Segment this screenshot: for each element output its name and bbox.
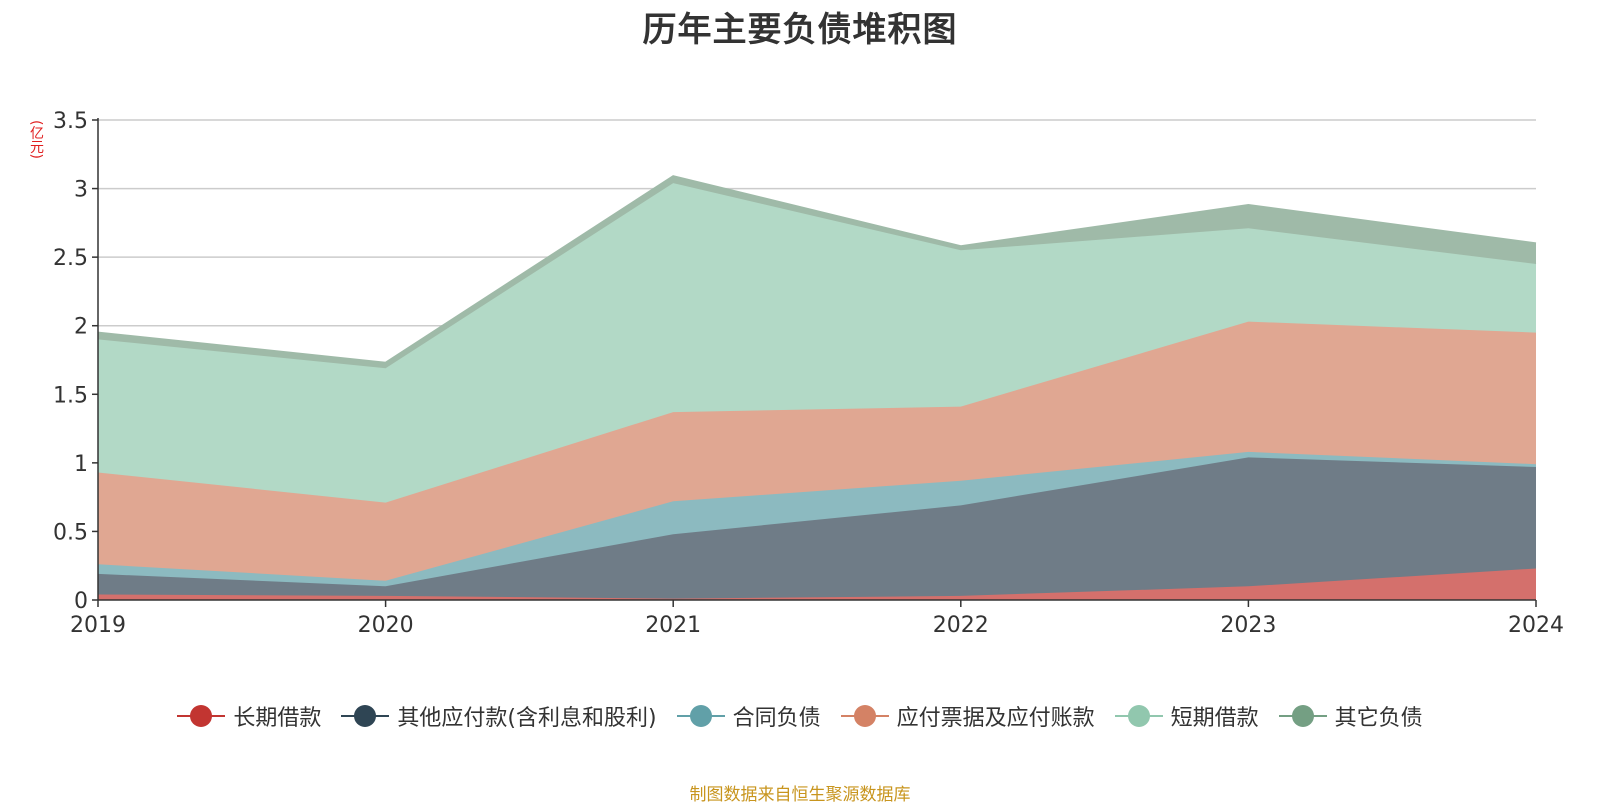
legend-label: 长期借款 (233, 706, 322, 731)
chart-legend: 长期借款 其他应付款(含利息和股利) 合同负债 应付票据及应付账款 短期借款 其它负债 (0, 700, 1600, 732)
area-series-5 (98, 176, 1536, 369)
x-tick-label: 2023 (1220, 613, 1276, 638)
x-tick-label: 2019 (70, 613, 126, 638)
y-tick-label: 3 (74, 178, 88, 203)
area-series-1 (98, 457, 1536, 599)
legend-item[interactable]: 短期借款 (1114, 700, 1259, 732)
x-tick-label: 2024 (1508, 613, 1564, 638)
y-tick-label: 1 (74, 452, 88, 477)
y-tick-label: 2 (74, 315, 88, 340)
legend-swatch-icon (1114, 704, 1163, 728)
y-tick-label: 1.5 (53, 383, 88, 408)
legend-label: 合同负债 (732, 706, 821, 731)
y-tick-label: 2.5 (53, 246, 88, 271)
legend-swatch-icon (341, 704, 390, 728)
legend-item[interactable]: 合同负债 (676, 700, 821, 732)
x-tick-label: 2021 (645, 613, 701, 638)
legend-item[interactable]: 其它负债 (1278, 700, 1423, 732)
x-tick-label: 2020 (358, 613, 414, 638)
legend-label: 其他应付款(含利息和股利) (397, 706, 657, 731)
legend-swatch-icon (676, 704, 725, 728)
source-note: 制图数据来自恒生聚源数据库 (689, 785, 911, 805)
legend-item[interactable]: 长期借款 (177, 700, 321, 732)
area-series-4 (98, 183, 1536, 503)
legend-swatch-icon (1278, 704, 1327, 728)
legend-label: 应付票据及应付账款 (896, 706, 1095, 731)
legend-swatch-icon (840, 704, 889, 728)
legend-label: 短期借款 (1170, 706, 1259, 731)
y-tick-label: 0.5 (53, 520, 88, 545)
y-tick-label: 0 (74, 589, 88, 614)
legend-item[interactable]: 其他应付款(含利息和股利) (341, 700, 657, 732)
chart-title: 历年主要负债堆积图 (642, 10, 958, 50)
legend-swatch-icon (177, 704, 226, 728)
area-line-series-5 (97, 175, 1537, 364)
x-tick-label: 2022 (933, 613, 989, 638)
area-series-0 (98, 568, 1536, 600)
y-axis-unit-label: (亿元) (28, 120, 44, 159)
area-series-3 (98, 321, 1536, 581)
area-series-2 (98, 451, 1536, 587)
legend-item[interactable]: 应付票据及应付账款 (840, 700, 1095, 732)
legend-label: 其它负债 (1334, 706, 1423, 731)
y-tick-label: 3.5 (53, 109, 88, 134)
